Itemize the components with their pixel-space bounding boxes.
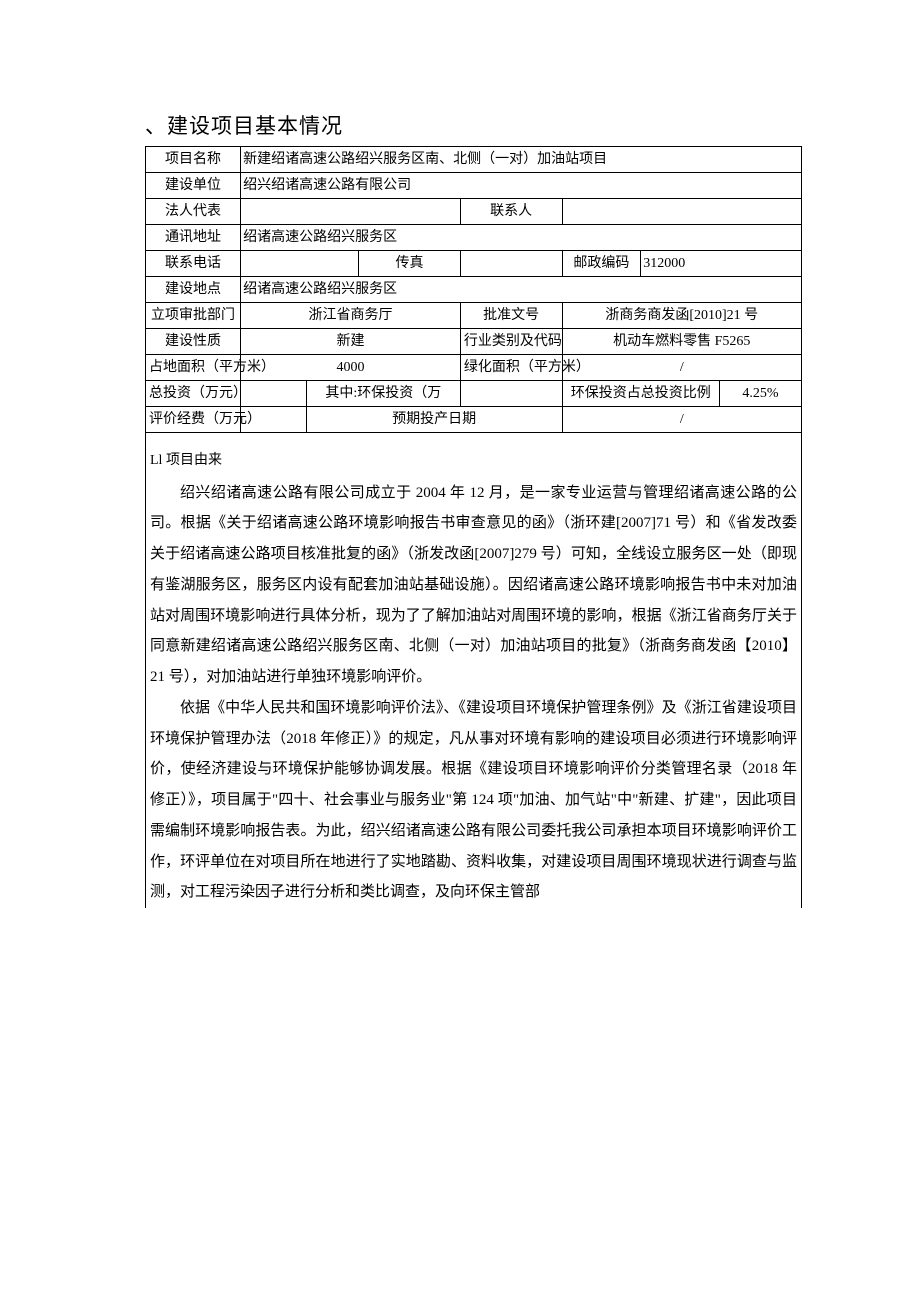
paragraph: 绍兴绍诸高速公路有限公司成立于 2004 年 12 月，是一家专业运营与管理绍诸…: [150, 478, 797, 693]
table-row: 建设单位 绍兴绍诸高速公路有限公司: [146, 173, 802, 199]
paragraph: 依据《中华人民共和国环境影响评价法》、《建设项目环境保护管理条例》及《浙江省建设…: [150, 693, 797, 908]
cell-value-approval-dept: 浙江省商务厅: [241, 303, 461, 329]
subsection-label: Ll 项目由来: [150, 447, 797, 476]
cell-label-approval-no: 批准文号: [460, 303, 562, 329]
cell-label-land-area: 占地面积（平方米）: [146, 355, 241, 381]
cell-value-env-ratio: 4.25%: [719, 381, 801, 407]
cell-label-phone: 联系电话: [146, 251, 241, 277]
document-page: 、建设项目基本情况 项目名称 新建绍诸高速公路绍兴服务区南、北侧（一对）加油站项…: [0, 0, 920, 968]
cell-value-approval-no: 浙商务商发函[2010]21 号: [562, 303, 801, 329]
cell-value-phone: [241, 251, 359, 277]
cell-label-env-invest: 其中:环保投资（万: [306, 381, 460, 407]
cell-label-project-name: 项目名称: [146, 147, 241, 173]
body-text: Ll 项目由来 绍兴绍诸高速公路有限公司成立于 2004 年 12 月，是一家专…: [148, 433, 799, 908]
cell-label-eval-cost: 评价经费（万元）: [146, 407, 241, 433]
cell-label-build-unit: 建设单位: [146, 173, 241, 199]
table-row: 项目名称 新建绍诸高速公路绍兴服务区南、北侧（一对）加油站项目: [146, 147, 802, 173]
body-text-frame: Ll 项目由来 绍兴绍诸高速公路有限公司成立于 2004 年 12 月，是一家专…: [145, 433, 802, 908]
cell-label-prod-date: 预期投产日期: [306, 407, 562, 433]
cell-label-location: 建设地点: [146, 277, 241, 303]
cell-value-green-area: /: [562, 355, 801, 381]
cell-label-industry: 行业类别及代码: [460, 329, 562, 355]
table-row: 通讯地址 绍诸高速公路绍兴服务区: [146, 225, 802, 251]
cell-label-build-nature: 建设性质: [146, 329, 241, 355]
cell-value-prod-date: /: [562, 407, 801, 433]
cell-label-green-area: 绿化面积（平方米）: [460, 355, 562, 381]
cell-value-industry: 机动车燃料零售 F5265: [562, 329, 801, 355]
cell-value-location: 绍诸高速公路绍兴服务区: [241, 277, 802, 303]
cell-value-fax: [460, 251, 562, 277]
table-row: 联系电话 传真 邮政编码 312000: [146, 251, 802, 277]
table-row: 评价经费（万元） 预期投产日期 /: [146, 407, 802, 433]
table-row: 建设性质 新建 行业类别及代码 机动车燃料零售 F5265: [146, 329, 802, 355]
table-row: 立项审批部门 浙江省商务厅 批准文号 浙商务商发函[2010]21 号: [146, 303, 802, 329]
project-info-table: 项目名称 新建绍诸高速公路绍兴服务区南、北侧（一对）加油站项目 建设单位 绍兴绍…: [145, 146, 802, 433]
table-row: 法人代表 联系人: [146, 199, 802, 225]
cell-label-contact: 联系人: [460, 199, 562, 225]
cell-value-total-invest: [241, 381, 307, 407]
cell-value-env-invest: [460, 381, 562, 407]
cell-label-address: 通讯地址: [146, 225, 241, 251]
cell-label-legal-rep: 法人代表: [146, 199, 241, 225]
cell-value-postcode: 312000: [641, 251, 802, 277]
cell-label-postcode: 邮政编码: [562, 251, 641, 277]
table-row: 占地面积（平方米） 4000 绿化面积（平方米） /: [146, 355, 802, 381]
table-row: 建设地点 绍诸高速公路绍兴服务区: [146, 277, 802, 303]
section-heading: 、建设项目基本情况: [145, 110, 802, 140]
cell-label-env-ratio: 环保投资占总投资比例: [562, 381, 719, 407]
cell-value-address: 绍诸高速公路绍兴服务区: [241, 225, 802, 251]
cell-value-legal-rep: [241, 199, 461, 225]
cell-label-total-invest: 总投资（万元）: [146, 381, 241, 407]
cell-value-build-unit: 绍兴绍诸高速公路有限公司: [241, 173, 802, 199]
cell-value-project-name: 新建绍诸高速公路绍兴服务区南、北侧（一对）加油站项目: [241, 147, 802, 173]
cell-value-build-nature: 新建: [241, 329, 461, 355]
cell-value-contact: [562, 199, 801, 225]
cell-label-fax: 传真: [359, 251, 461, 277]
table-row: 总投资（万元） 其中:环保投资（万 环保投资占总投资比例 4.25%: [146, 381, 802, 407]
cell-label-approval-dept: 立项审批部门: [146, 303, 241, 329]
